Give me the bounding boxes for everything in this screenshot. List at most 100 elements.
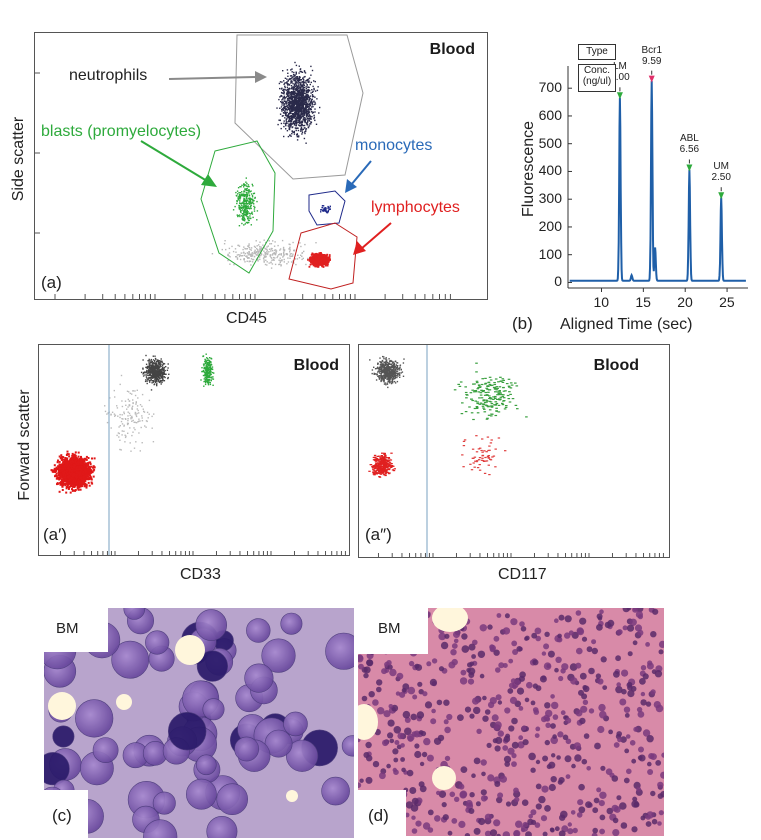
neutrophil-event: [292, 121, 294, 123]
y-tick-label: 600: [538, 106, 562, 123]
debris-event: [240, 255, 243, 257]
neutrophil-event: [308, 96, 311, 98]
neutrophil-event: [289, 106, 291, 109]
neutrophil-event: [286, 69, 289, 71]
neutrophil-event: [289, 115, 291, 118]
blast-event: [248, 202, 250, 204]
neutrophil-event: [301, 123, 303, 125]
debris-event: [260, 253, 262, 255]
debris-event: [281, 239, 284, 242]
cd33-pos-blast-event: [207, 380, 209, 383]
neutrophil-event: [312, 101, 314, 103]
debris-event: [270, 243, 273, 245]
cd33-neg-myeloid-event: [153, 366, 155, 368]
neutrophil-event: [286, 78, 288, 80]
neutrophil-event: [293, 130, 295, 133]
lymphocyte-event: [92, 466, 94, 469]
lymphocyte-event: [73, 456, 76, 459]
debris-event: [268, 248, 271, 250]
cd33-neg-myeloid-event: [158, 375, 160, 378]
lymphocyte-event: [326, 264, 329, 267]
neutrophil-event: [291, 126, 293, 129]
lymphocyte-event: [323, 259, 326, 262]
cd33-pos-blast-event: [206, 359, 209, 362]
neutrophil-event: [290, 120, 292, 122]
neutrophil-event: [293, 97, 295, 99]
neutrophil-event: [298, 112, 300, 114]
neutrophil-event: [304, 132, 306, 135]
neutrophil-event: [300, 71, 303, 73]
cd33-neg-myeloid-event: [157, 361, 159, 363]
cd33-neg-myeloid-event: [154, 362, 156, 364]
debris-event: [267, 252, 269, 254]
cd33-pos-blast-event: [211, 376, 213, 378]
cd33-neg-myeloid-event: [156, 384, 158, 387]
cd33-pos-blast-event: [207, 382, 209, 384]
neutrophil-event: [303, 89, 306, 91]
cd33-pos-blast-event: [204, 372, 207, 374]
cd33-pos-blast-event: [207, 376, 209, 379]
cd33-neg-myeloid-event: [156, 371, 158, 373]
blast-event: [236, 190, 239, 192]
cd33-neg-myeloid-event: [145, 379, 147, 381]
cd33-pos-blast-event: [210, 379, 212, 382]
blast-event: [249, 203, 251, 205]
debris-event: [263, 261, 265, 263]
blast-event: [243, 200, 245, 202]
neutrophil-event: [284, 98, 286, 100]
debris-event: [236, 254, 239, 256]
lymphocyte-event: [313, 259, 315, 262]
debris-event: [282, 256, 284, 258]
neutrophil-event: [283, 105, 286, 108]
blast-event: [247, 197, 249, 200]
y-tick-label: 300: [538, 190, 562, 207]
debris-event: [264, 263, 267, 266]
neutrophil-event: [295, 117, 297, 120]
debris-event: [273, 256, 275, 259]
peak-name: LM: [612, 61, 627, 73]
cd33-neg-myeloid-event: [161, 373, 164, 375]
cd33-neg-myeloid-event: [148, 366, 150, 368]
cd33-neg-myeloid-event: [142, 368, 144, 370]
cd33-neg-myeloid-event: [155, 374, 157, 376]
cd33-neg-myeloid-event: [154, 363, 157, 366]
cd33-neg-myeloid-event: [149, 381, 151, 383]
blast-event: [245, 207, 247, 209]
neutrophil-event: [318, 112, 320, 114]
blast-event: [239, 202, 241, 204]
blast-event: [243, 216, 245, 218]
peak-label: UM 2.50: [707, 161, 735, 183]
neutrophil-event: [296, 94, 298, 96]
cd33-pos-blast-event: [209, 374, 212, 376]
cd33-neg-myeloid-event: [151, 373, 154, 375]
neutrophil-event: [300, 94, 302, 96]
cd33-pos-blast-event: [204, 376, 206, 378]
neutrophil-event: [291, 130, 293, 132]
neutrophil-event: [290, 94, 292, 96]
neutrophil-event: [296, 117, 299, 120]
cd33-pos-blast-event: [209, 365, 212, 367]
neutrophil-event: [294, 92, 296, 94]
lymphocyte-event: [64, 484, 67, 487]
blast-event: [245, 210, 247, 212]
neutrophil-event: [312, 106, 314, 108]
neutrophil-event: [304, 75, 306, 78]
neutrophil-event: [286, 115, 288, 117]
lymphocyte-event: [318, 261, 321, 264]
cd33-neg-myeloid-event: [148, 358, 150, 361]
neutrophil-event: [309, 95, 312, 97]
neutrophil-event: [305, 112, 308, 114]
neutrophil-event: [297, 81, 300, 83]
debris-event: [270, 248, 272, 250]
lymphocyte-event: [59, 477, 62, 480]
cd33-pos-blast-event: [204, 373, 207, 376]
blast-event: [248, 212, 251, 214]
blast-event: [245, 221, 248, 224]
neutrophil-event: [296, 106, 299, 108]
monocyte-event: [321, 205, 324, 207]
neutrophil-event: [299, 84, 302, 86]
neutrophil-event: [297, 124, 300, 126]
debris-event: [248, 260, 250, 263]
neutrophil-event: [285, 114, 287, 117]
neutrophil-event: [288, 119, 290, 121]
